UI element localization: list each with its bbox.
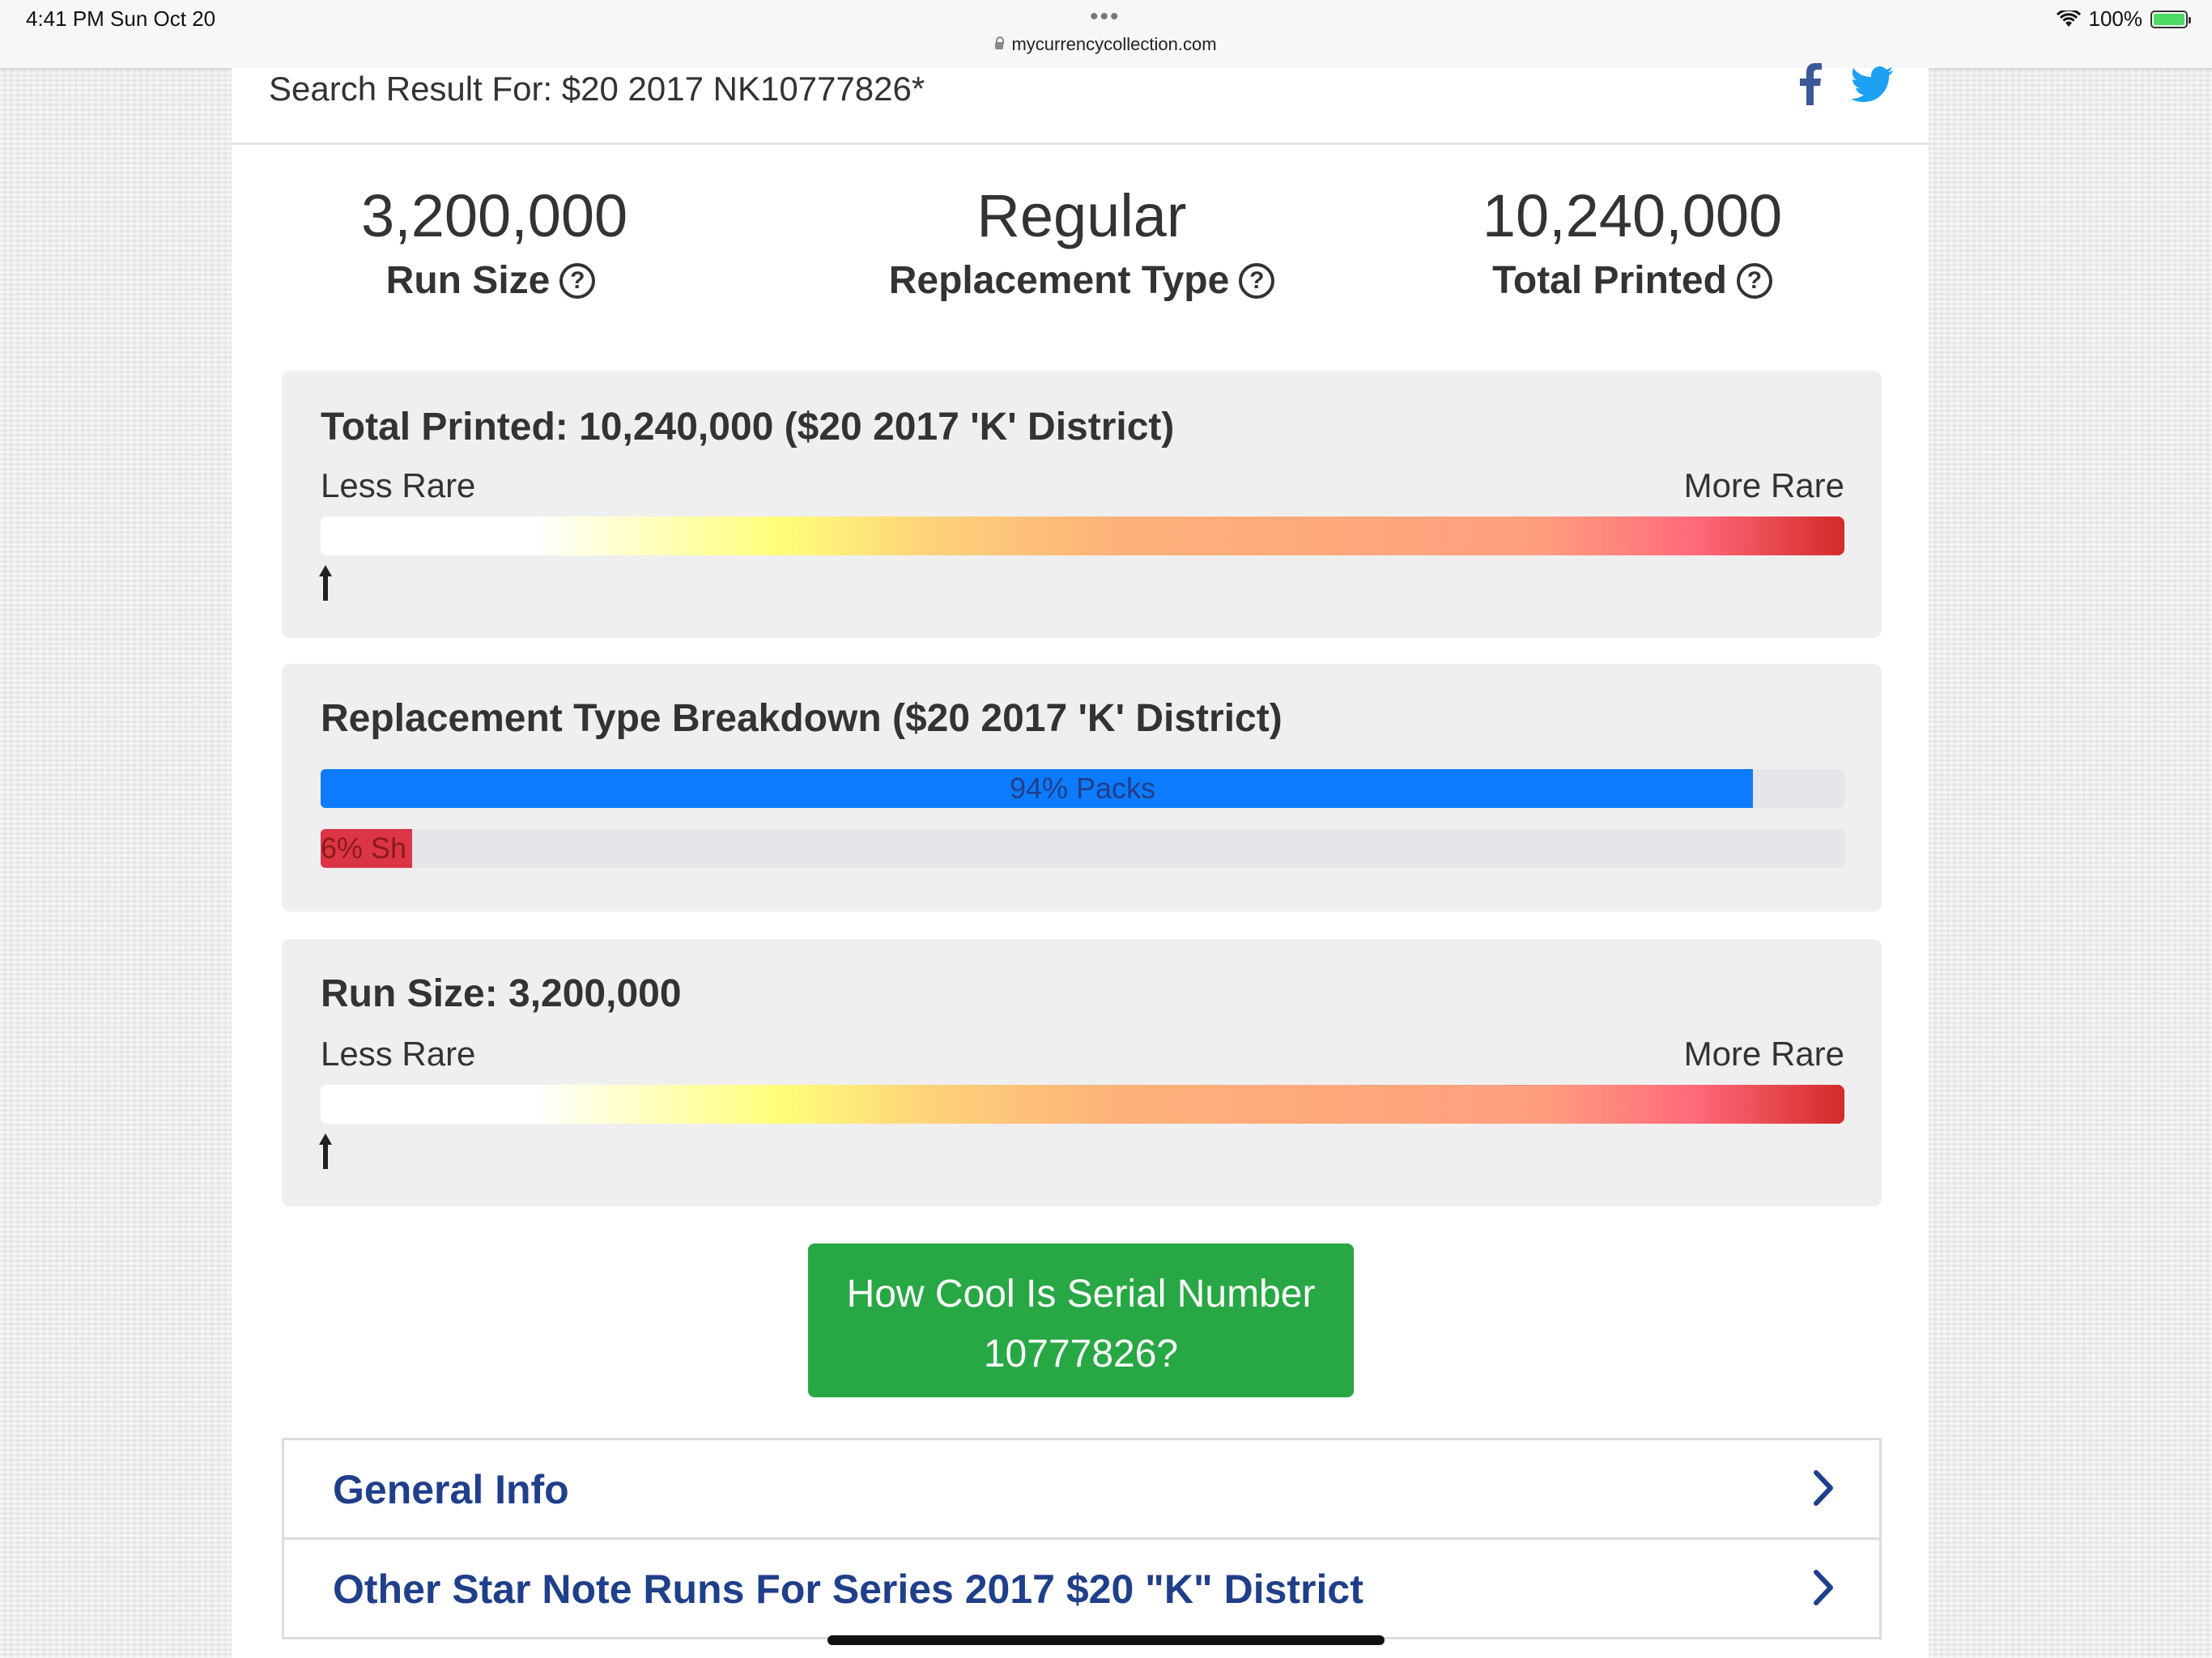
url-text: mycurrencycollection.com	[1011, 34, 1217, 54]
progress-label-packs: 94% Packs	[1009, 772, 1156, 805]
replacement-breakdown-card: Replacement Type Breakdown ($20 2017 'K'…	[282, 664, 1882, 912]
search-header: Search Result For: $20 2017 NK10777826*	[232, 63, 1929, 145]
wifi-icon	[2056, 10, 2081, 27]
stat-run-size-label: Run Size	[385, 259, 551, 302]
less-rare-label: Less Rare	[321, 1035, 476, 1073]
run-size-card: Run Size: 3,200,000 Less Rare More Rare	[282, 939, 1882, 1206]
accordion-general-info[interactable]: General Info	[282, 1438, 1882, 1540]
lock-icon	[995, 36, 1005, 49]
help-icon[interactable]: ?	[1239, 262, 1275, 299]
cta-line-2: 10777826?	[983, 1333, 1179, 1375]
accordion-title: Other Star Note Runs For Series 2017 $20…	[333, 1567, 1363, 1612]
less-rare-label: Less Rare	[321, 466, 476, 504]
accordion-title: General Info	[333, 1467, 569, 1512]
main-panel: Search Result For: $20 2017 NK10777826* …	[232, 63, 1929, 1658]
home-indicator[interactable]	[827, 1635, 1385, 1645]
url-bar[interactable]: mycurrencycollection.com	[0, 34, 2212, 55]
accordion-other-star-notes[interactable]: Other Star Note Runs For Series 2017 $20…	[282, 1537, 1882, 1639]
rarity-gradient-bar	[321, 1085, 1844, 1124]
total-printed-card: Total Printed: 10,240,000 ($20 2017 'K' …	[282, 371, 1882, 638]
run-size-card-title: Run Size: 3,200,000	[321, 972, 682, 1015]
progress-bar-sheets: 6% Sh	[321, 829, 1844, 868]
stat-run-size: 3,200,000 Run Size ?	[361, 181, 628, 303]
chevron-right-icon	[1814, 1470, 1833, 1506]
stat-total-printed: 10,240,000 Total Printed ?	[1462, 181, 1802, 303]
stat-run-size-label-row: Run Size ?	[361, 258, 620, 303]
progress-bar-packs: 94% Packs	[321, 769, 1844, 808]
total-printed-card-title: Total Printed: 10,240,000 ($20 2017 'K' …	[321, 406, 1175, 449]
stat-replacement-type-value: Regular	[976, 182, 1187, 249]
battery-percent: 100%	[2088, 6, 2143, 31]
status-bar: 4:41 PM Sun Oct 20 ••• mycurrencycollect…	[0, 0, 2212, 70]
chevron-right-icon	[1814, 1570, 1833, 1605]
how-cool-serial-button[interactable]: How Cool Is Serial Number 10777826?	[808, 1244, 1354, 1397]
stat-replacement-type-label: Replacement Type	[888, 259, 1230, 302]
progress-fill-sheets	[321, 829, 412, 868]
stat-total-printed-label-row: Total Printed ?	[1462, 258, 1802, 303]
status-indicators: 100%	[2056, 6, 2191, 32]
social-links	[1799, 63, 1893, 105]
replacement-breakdown-title: Replacement Type Breakdown ($20 2017 'K'…	[321, 697, 1283, 740]
arrow-up-icon	[319, 1133, 332, 1169]
stats-row: 3,200,000 Run Size ? Regular Replacement…	[232, 181, 1929, 327]
help-icon[interactable]: ?	[1736, 262, 1772, 299]
cta-line-1: How Cool Is Serial Number	[846, 1273, 1316, 1316]
stat-replacement-type: Regular Replacement Type ?	[847, 181, 1317, 303]
more-rare-label: More Rare	[1683, 466, 1844, 504]
stat-replacement-type-label-row: Replacement Type ?	[847, 258, 1317, 303]
rarity-gradient-bar	[321, 517, 1844, 555]
help-icon[interactable]: ?	[559, 262, 596, 299]
battery-icon	[2150, 10, 2191, 28]
twitter-icon[interactable]	[1851, 66, 1893, 102]
more-rare-label: More Rare	[1683, 1035, 1844, 1073]
facebook-icon[interactable]	[1799, 63, 1822, 105]
stat-total-printed-value: 10,240,000	[1482, 182, 1783, 249]
progress-label-sheets: 6% Sh	[321, 831, 407, 865]
stat-total-printed-label: Total Printed	[1492, 259, 1727, 302]
multitasking-dots[interactable]: •••	[1090, 3, 1121, 30]
arrow-up-icon	[319, 565, 332, 601]
stat-run-size-value: 3,200,000	[361, 182, 628, 249]
progress-fill-packs	[321, 769, 1754, 808]
status-time: 4:41 PM Sun Oct 20	[26, 6, 216, 31]
search-result-title: Search Result For: $20 2017 NK10777826*	[269, 70, 925, 108]
